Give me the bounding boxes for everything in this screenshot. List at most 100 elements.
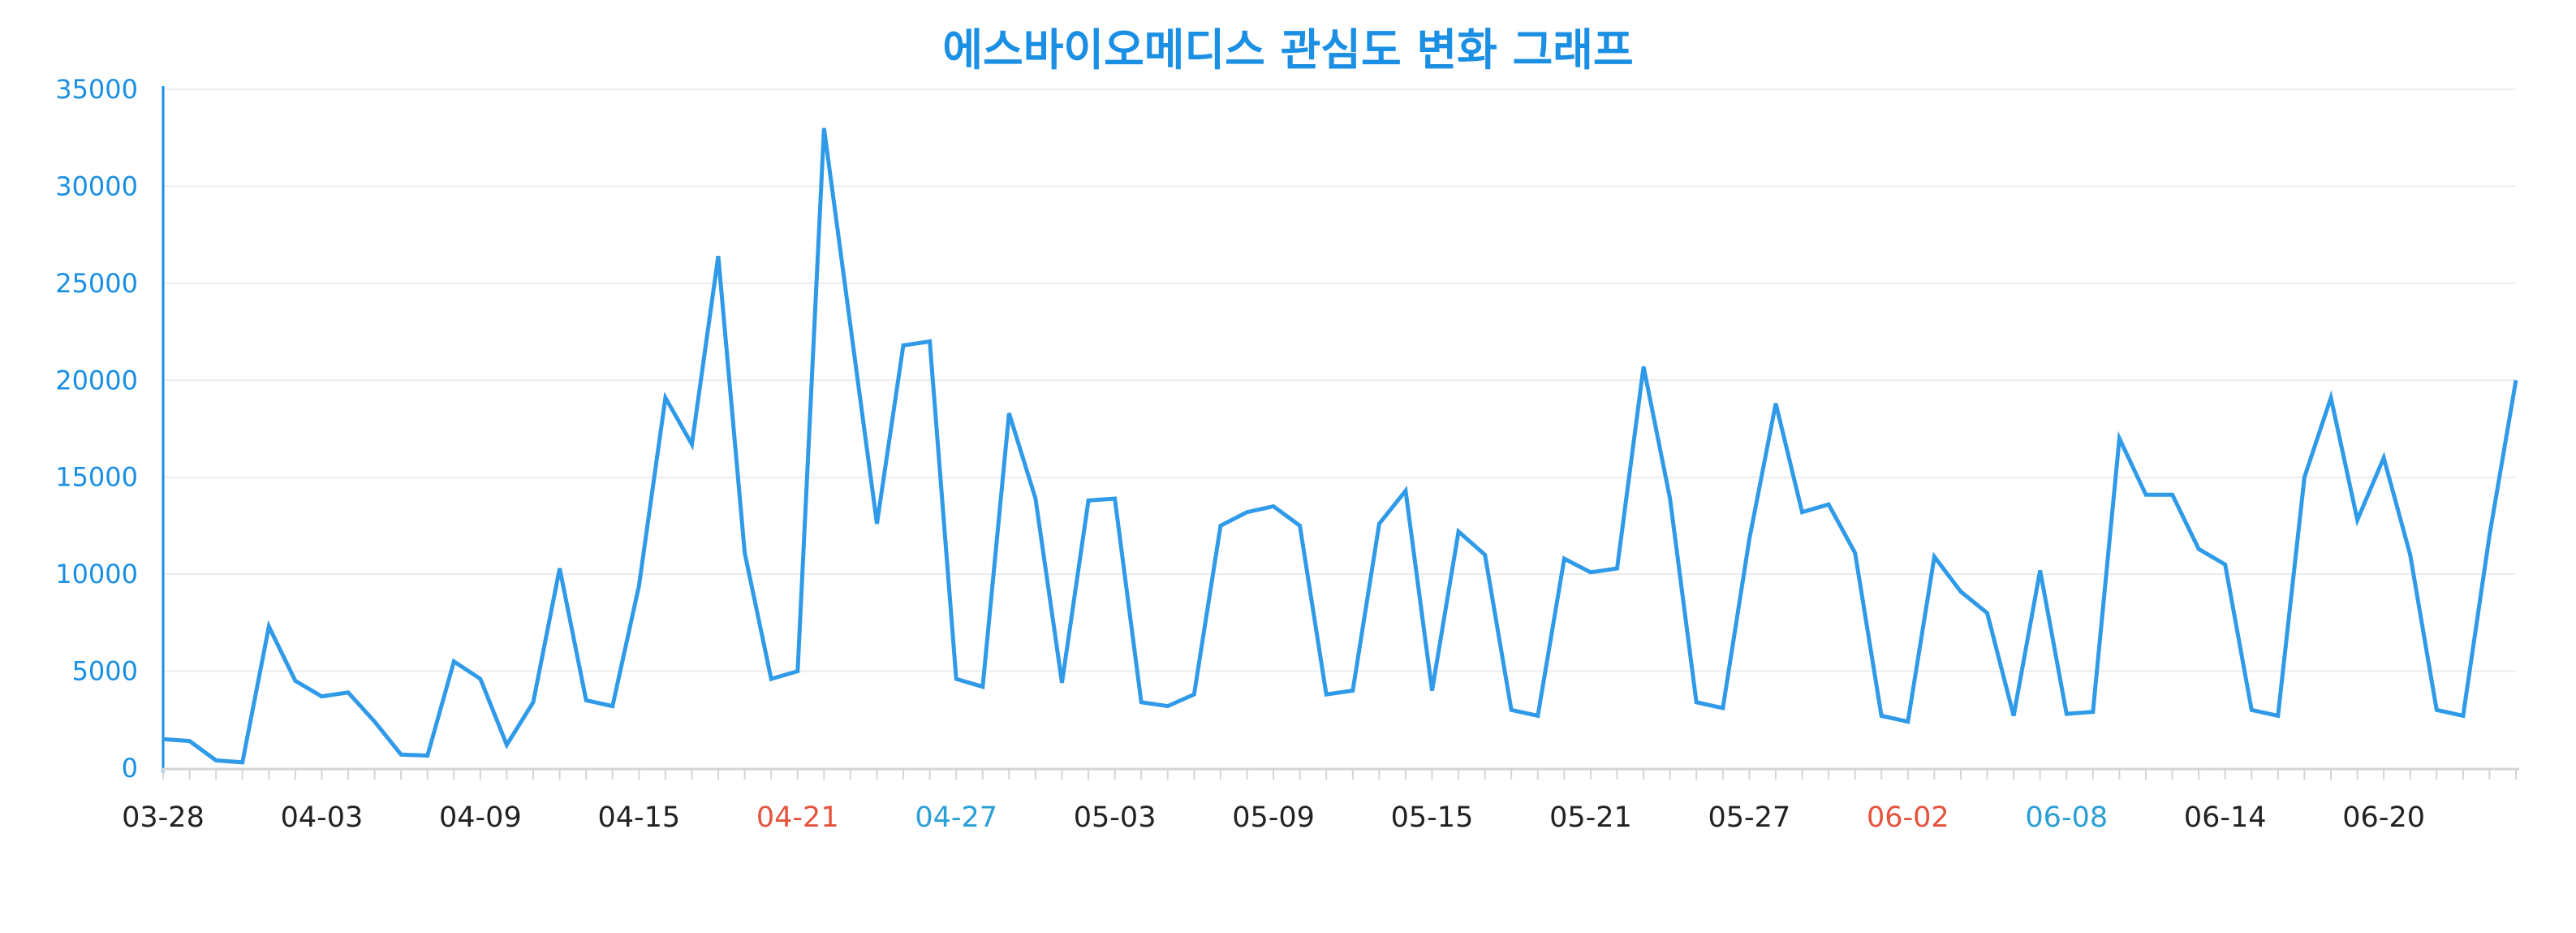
data-point — [1085, 497, 1092, 503]
data-point — [1058, 680, 1065, 686]
data-point — [372, 719, 378, 725]
data-point — [1720, 705, 1726, 711]
data-point — [1006, 410, 1012, 417]
data-point — [1984, 610, 1991, 616]
data-point — [2301, 474, 2307, 481]
data-point — [1165, 703, 1171, 710]
data-point — [1535, 713, 1541, 719]
data-point — [1112, 495, 1118, 502]
x-tick-label: 06-02 — [1867, 801, 1949, 834]
data-point — [318, 693, 325, 700]
data-point — [583, 697, 589, 703]
data-point — [2090, 709, 2096, 715]
data-point — [1773, 400, 1779, 407]
data-point — [688, 441, 695, 447]
data-point — [2248, 706, 2255, 713]
data-point — [424, 752, 431, 758]
data-point — [953, 676, 959, 682]
series-layer — [160, 125, 2518, 766]
data-point — [2037, 567, 2044, 573]
data-point — [1376, 520, 1382, 527]
x-tick-label: 05-03 — [1074, 801, 1157, 834]
data-point — [2222, 561, 2229, 568]
data-point — [610, 703, 616, 710]
data-point — [980, 684, 986, 690]
data-point — [1270, 503, 1277, 510]
data-point — [1482, 551, 1488, 558]
data-point — [477, 676, 484, 682]
x-tick-label: 05-15 — [1391, 801, 1474, 834]
grid-lines — [163, 89, 2516, 672]
data-point — [1323, 691, 1329, 698]
data-point — [927, 339, 933, 345]
y-tick-label: 5000 — [72, 656, 138, 687]
y-axis: 0 5000 10000 15000 20000 25000 30000 35000 — [55, 74, 165, 784]
data-point — [2380, 455, 2387, 461]
data-point — [1032, 495, 1039, 502]
y-tick-label: 10000 — [55, 559, 138, 590]
data-point — [2116, 435, 2122, 442]
x-tick-label: 04-09 — [439, 801, 522, 834]
data-point — [1138, 699, 1144, 706]
data-point — [1667, 495, 1674, 502]
x-tick-label: 03-28 — [122, 801, 205, 834]
x-tick-label: 04-03 — [281, 801, 364, 834]
data-point — [662, 395, 669, 401]
data-point — [1614, 565, 1621, 572]
x-tick-label: 05-21 — [1549, 801, 1632, 834]
data-point — [635, 582, 642, 589]
data-point — [2010, 713, 2017, 719]
data-point — [292, 678, 299, 685]
data-point — [1640, 364, 1647, 370]
data-point — [1693, 699, 1699, 706]
data-point — [900, 342, 907, 348]
data-point — [2169, 491, 2176, 498]
data-point — [503, 741, 510, 748]
y-tick-label: 35000 — [55, 74, 138, 105]
y-tick-label: 30000 — [55, 171, 138, 201]
y-tick-label: 15000 — [55, 462, 138, 493]
data-point — [1746, 536, 1752, 542]
data-point — [1455, 529, 1462, 535]
chart-title: 에스바이오메디스 관심도 변화 그래프 — [942, 24, 1633, 76]
data-point — [1825, 501, 1832, 508]
data-point — [1958, 589, 1964, 595]
data-point — [1852, 550, 1859, 556]
data-point — [557, 565, 563, 572]
data-point — [2433, 706, 2440, 713]
data-point — [768, 676, 774, 682]
data-point — [715, 253, 722, 259]
data-point — [2328, 395, 2334, 401]
data-point — [213, 757, 219, 763]
data-point — [2407, 551, 2414, 558]
data-point — [2195, 546, 2202, 552]
data-point — [2354, 516, 2361, 523]
data-point — [1878, 713, 1885, 719]
data-point — [795, 668, 801, 675]
data-point — [873, 520, 880, 527]
data-point — [160, 736, 166, 742]
x-tick-label: 04-27 — [915, 801, 997, 834]
data-point — [1905, 719, 1911, 725]
series-line — [162, 127, 2518, 765]
data-point — [847, 322, 854, 329]
data-point — [450, 659, 457, 665]
y-tick-label: 25000 — [55, 268, 138, 299]
data-point — [742, 550, 748, 556]
x-axis: 03-28 04-03 04-09 04-15 04-21 04-27 05-03 05-09… — [122, 767, 2519, 834]
data-point — [2275, 713, 2281, 719]
data-point — [2486, 532, 2492, 538]
data-point — [1217, 522, 1224, 529]
data-point — [821, 125, 827, 132]
data-point — [1587, 569, 1594, 576]
data-point — [187, 738, 193, 745]
data-point — [1931, 554, 1937, 560]
data-point — [2143, 491, 2149, 498]
data-point — [1402, 487, 1409, 494]
data-point — [265, 624, 272, 630]
x-tick-label: 06-20 — [2342, 801, 2425, 834]
data-point — [239, 759, 246, 766]
data-point — [1297, 522, 1303, 529]
data-point — [2063, 711, 2070, 717]
